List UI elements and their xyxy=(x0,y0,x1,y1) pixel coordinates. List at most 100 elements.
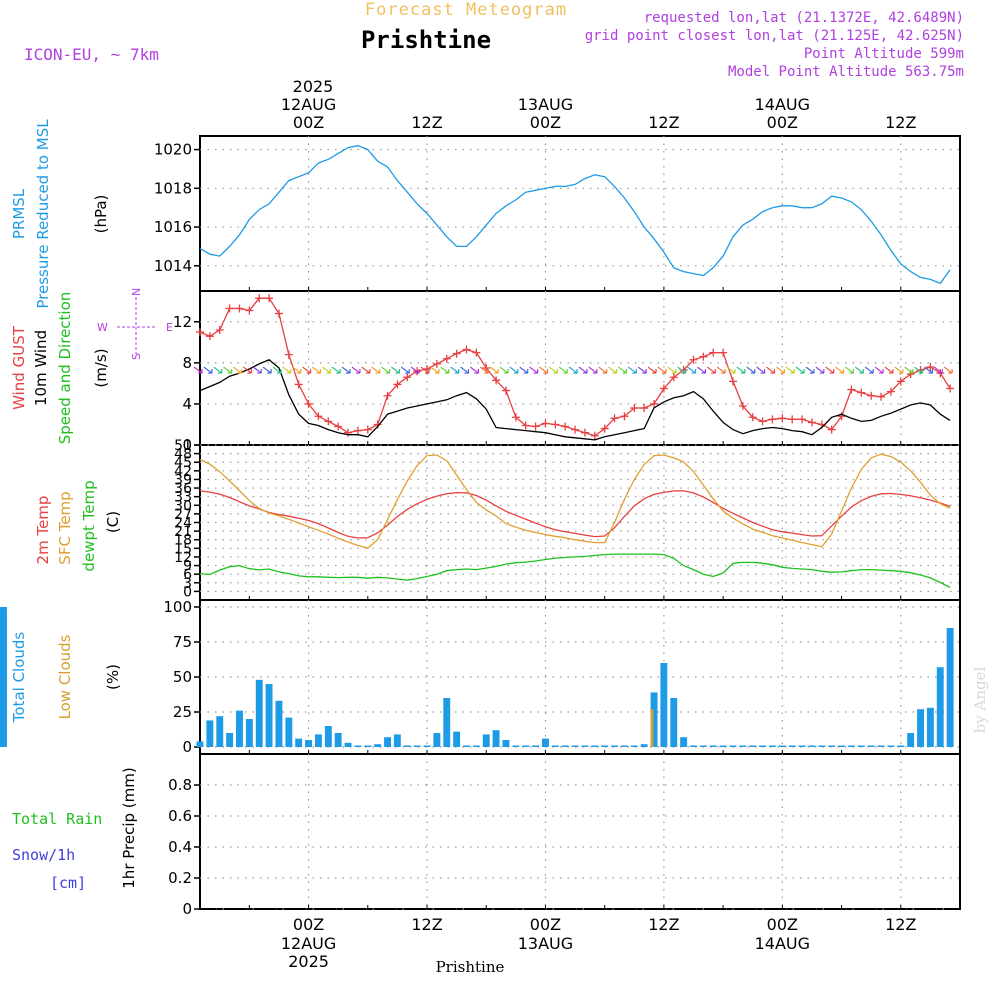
gust-marker xyxy=(877,392,886,401)
wind-arrow xyxy=(440,366,450,374)
model-point-altitude: Model Point Altitude 563.75m xyxy=(728,64,964,80)
gust-marker xyxy=(452,349,461,358)
wind-arrow xyxy=(884,366,894,374)
wind-arrow xyxy=(736,366,746,374)
total-cloud-bar xyxy=(571,745,579,747)
wind-unit: (m/s) xyxy=(92,348,110,387)
wind-arrow xyxy=(795,366,805,374)
y-tick-label: 30 xyxy=(174,498,192,514)
prmsl-line xyxy=(199,145,951,285)
wind-arrow xyxy=(321,366,331,374)
gust-marker xyxy=(669,373,678,382)
wind-arrow xyxy=(924,366,933,374)
total-cloud-bar xyxy=(542,738,549,747)
bottom-hour-label: 12Z xyxy=(885,915,916,934)
gust-marker xyxy=(689,355,698,364)
bottom-date-label: 13AUG xyxy=(518,934,573,953)
wind-arrow xyxy=(450,366,460,374)
temp-sfc-label: SFC Temp xyxy=(56,491,74,564)
total-cloud-bar xyxy=(719,745,727,747)
wind-arrow xyxy=(509,366,519,374)
total-cloud-bar xyxy=(216,716,224,747)
top-hour-label: 12Z xyxy=(411,113,442,132)
wind-arrow xyxy=(697,366,706,374)
gust-marker xyxy=(255,294,264,303)
gust-marker xyxy=(738,401,747,410)
wind-arrow xyxy=(835,366,845,374)
total-cloud-bar xyxy=(196,741,204,747)
y-tick-label: 1018 xyxy=(154,179,192,197)
total-cloud-bar xyxy=(324,726,332,747)
y-tick-label: 25 xyxy=(173,703,192,721)
gust-marker xyxy=(630,404,639,413)
wind-arrow xyxy=(400,366,410,374)
y-tick-label: 51 xyxy=(174,438,192,454)
top-date-label: 14AUG xyxy=(755,95,810,114)
total-cloud-bar xyxy=(946,628,954,747)
total-cloud-bar xyxy=(522,745,530,747)
wind-arrow xyxy=(479,366,489,374)
wind-arrow xyxy=(746,366,756,374)
total-cloud-bar xyxy=(285,717,293,747)
wind-arrow xyxy=(845,366,855,374)
total-cloud-bar xyxy=(384,737,391,747)
gust-marker xyxy=(610,414,619,423)
wind-arrow xyxy=(470,366,479,374)
wind-arrow xyxy=(539,366,549,374)
wind-arrow xyxy=(785,366,795,374)
y-tick-label: 0 xyxy=(182,900,192,918)
y-tick-label: 100 xyxy=(163,598,192,616)
precip-axis-title: 1hr Precip (mm) xyxy=(120,767,138,888)
total-cloud-bar xyxy=(670,698,678,747)
total-cloud-bar xyxy=(630,745,638,747)
y-tick-label: 1014 xyxy=(154,257,192,275)
total-cloud-bar xyxy=(739,745,747,747)
total-cloud-bar xyxy=(729,745,737,747)
top-hour-label: 12Z xyxy=(885,113,916,132)
y-tick-label: 42 xyxy=(174,464,192,480)
y-tick-label: 0.6 xyxy=(168,807,192,825)
gust-marker xyxy=(521,421,530,430)
wind-arrow xyxy=(815,366,825,374)
y-tick-label: 8 xyxy=(182,354,192,372)
total-cloud-bar xyxy=(591,745,599,747)
wind-arrow xyxy=(262,366,272,374)
total-cloud-bar xyxy=(897,745,905,747)
total-rain-label: Total Rain xyxy=(12,810,102,828)
y-tick-label: 12 xyxy=(174,550,192,566)
gust-marker xyxy=(788,415,797,424)
wind-arrow xyxy=(351,366,361,374)
total-cloud-bar xyxy=(305,740,312,747)
pressure-label-msl: Pressure Reduced to MSL xyxy=(34,119,52,309)
wind-arrow xyxy=(874,366,884,374)
wind-arrow xyxy=(193,366,203,374)
gust-marker xyxy=(334,422,343,431)
wind-arrow xyxy=(627,366,637,374)
total-cloud-bar xyxy=(660,663,668,747)
gust-marker xyxy=(344,428,353,437)
total-cloud-bar xyxy=(887,745,895,747)
wind-arrow xyxy=(854,366,864,374)
gust-marker xyxy=(225,304,234,313)
y-tick-label: 12 xyxy=(173,313,192,331)
gust-marker xyxy=(590,431,599,440)
gust-marker xyxy=(363,425,372,434)
gust-marker xyxy=(709,348,718,357)
wind-arrow xyxy=(242,366,252,374)
wind-arrow xyxy=(904,366,914,374)
total-cloud-bar xyxy=(364,745,372,747)
gust-marker xyxy=(205,332,214,341)
gust-marker xyxy=(659,384,668,393)
requested-lonlat: requested lon,lat (21.1372E, 42.6489N) xyxy=(644,10,964,26)
wind-arrow xyxy=(381,366,391,374)
y-tick-label: 18 xyxy=(174,533,192,549)
total-cloud-bar xyxy=(502,740,510,747)
wind-arrow xyxy=(716,366,726,374)
total-cloud-bar xyxy=(453,731,461,747)
wind-arrow xyxy=(825,366,835,374)
pressure-unit: (hPa) xyxy=(92,195,110,234)
wind-arrow xyxy=(371,366,381,374)
total-cloud-bar xyxy=(245,719,253,747)
total-cloud-bar xyxy=(759,745,766,747)
gust-marker xyxy=(946,384,955,393)
